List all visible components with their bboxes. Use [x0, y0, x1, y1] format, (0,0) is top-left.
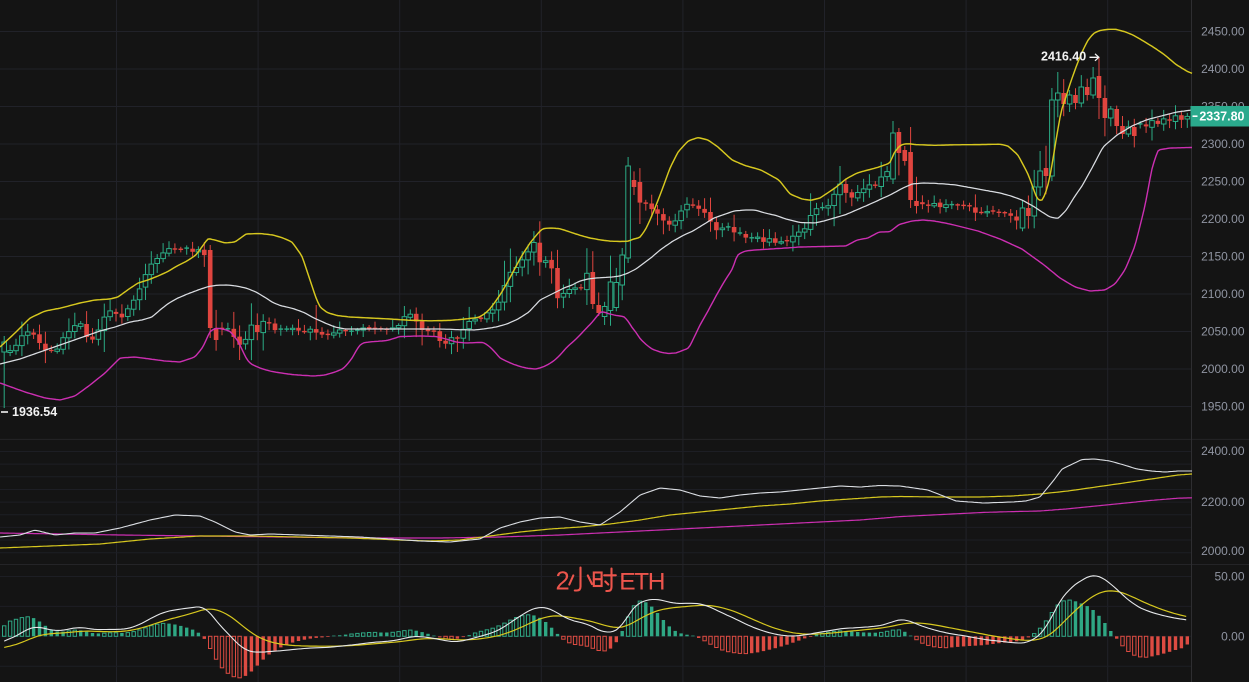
svg-text:1950.00: 1950.00: [1201, 400, 1245, 414]
svg-text:2150.00: 2150.00: [1201, 250, 1245, 264]
svg-text:1936.54: 1936.54: [12, 405, 57, 419]
svg-text:2000.00: 2000.00: [1201, 544, 1245, 558]
svg-text:2450.00: 2450.00: [1201, 25, 1245, 39]
svg-text:2400.00: 2400.00: [1201, 62, 1245, 76]
svg-text:2250.00: 2250.00: [1201, 175, 1245, 189]
svg-text:2337.80: 2337.80: [1199, 110, 1244, 124]
svg-text:2100.00: 2100.00: [1201, 287, 1245, 301]
svg-text:2416.40: 2416.40: [1041, 50, 1086, 64]
svg-text:2000.00: 2000.00: [1201, 362, 1245, 376]
svg-text:2400.00: 2400.00: [1201, 444, 1245, 458]
svg-text:2200.00: 2200.00: [1201, 212, 1245, 226]
svg-text:2: 2: [556, 567, 570, 595]
svg-text:ETH: ETH: [619, 568, 664, 595]
svg-text:2200.00: 2200.00: [1201, 495, 1245, 509]
svg-text:2300.00: 2300.00: [1201, 137, 1245, 151]
svg-text:0.00: 0.00: [1221, 630, 1245, 644]
svg-text:2050.00: 2050.00: [1201, 325, 1245, 339]
svg-text:50.00: 50.00: [1214, 570, 1244, 584]
